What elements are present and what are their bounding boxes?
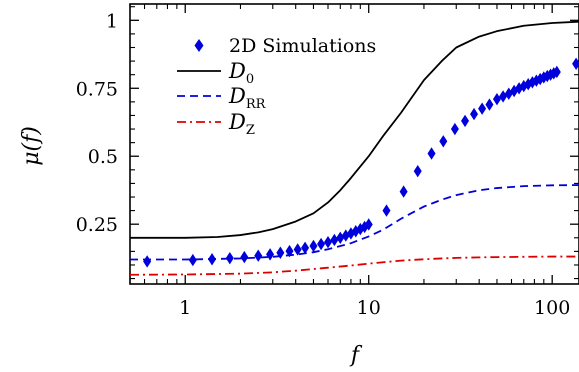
simulation-point xyxy=(485,98,494,111)
simulation-point xyxy=(524,77,533,91)
legend-label-drr: DRR xyxy=(228,84,267,112)
series-line-d0 xyxy=(130,20,579,239)
series-line-drr xyxy=(130,184,579,261)
simulation-point xyxy=(504,87,513,100)
axis-ticks xyxy=(129,4,579,284)
legend-label-dz: DZ xyxy=(228,110,255,138)
series-layer xyxy=(130,20,579,276)
y-tick-label: 0.75 xyxy=(76,78,118,100)
simulation-point xyxy=(528,76,537,89)
y-tick-label: 1 xyxy=(106,10,118,32)
simulation-point xyxy=(439,135,448,148)
x-tick-label: 1 xyxy=(179,297,191,319)
simulation-point xyxy=(330,233,339,247)
x-axis-label: f xyxy=(349,343,363,368)
simulation-point xyxy=(539,71,548,84)
simulation-point xyxy=(399,185,408,198)
legend-marker-simulations xyxy=(194,39,204,52)
legend-label-simulations: 2D Simulations xyxy=(229,35,376,57)
simulation-point xyxy=(254,249,263,262)
legend-label-drr-main: D xyxy=(228,84,246,108)
series-line-dz xyxy=(130,255,579,276)
x-tick-label: 10 xyxy=(357,297,381,319)
simulation-point xyxy=(356,222,365,236)
y-tick-label: 0.25 xyxy=(76,214,118,236)
simulation-point xyxy=(346,227,355,240)
simulation-point xyxy=(324,235,333,249)
x-tick-label: 100 xyxy=(534,297,570,319)
simulation-point xyxy=(336,231,345,244)
simulation-point xyxy=(461,114,470,128)
legend: 2D Simulations D0 DRR DZ xyxy=(177,35,376,138)
simulation-point xyxy=(309,239,318,253)
legend-label-dz-sub: Z xyxy=(246,123,255,138)
simulation-point xyxy=(360,220,369,234)
simulation-point xyxy=(364,218,373,231)
simulation-point xyxy=(470,107,479,121)
y-tick-label: 0.5 xyxy=(88,146,118,168)
legend-label-drr-sub: RR xyxy=(246,97,267,112)
legend-label-dz-main: D xyxy=(228,110,246,134)
simulation-point xyxy=(532,74,541,87)
simulation-point xyxy=(450,122,459,136)
legend-label-d0-sub: 0 xyxy=(246,72,254,87)
simulation-point xyxy=(552,65,561,79)
legend-label-d0-main: D xyxy=(228,59,246,83)
simulation-point xyxy=(225,251,234,265)
simulation-point xyxy=(478,102,487,115)
simulation-point xyxy=(188,253,197,267)
simulation-point xyxy=(143,255,152,268)
simulation-point xyxy=(543,69,552,83)
simulation-point xyxy=(317,237,326,251)
simulation-point xyxy=(413,164,422,178)
y-axis-label: μ(f) xyxy=(19,126,44,166)
legend-label-d0: D0 xyxy=(228,59,254,87)
simulation-point xyxy=(301,241,310,255)
plot-frame xyxy=(129,3,579,285)
axis-tick-labels: 1 10 100 0.25 0.5 0.75 1 xyxy=(76,10,571,319)
simulation-point xyxy=(266,248,275,261)
simulation-point xyxy=(382,204,391,217)
simulation-point xyxy=(240,250,249,264)
simulation-point xyxy=(293,243,302,256)
simulation-point xyxy=(427,147,436,160)
simulation-point xyxy=(492,92,501,106)
simulation-point xyxy=(572,57,579,71)
